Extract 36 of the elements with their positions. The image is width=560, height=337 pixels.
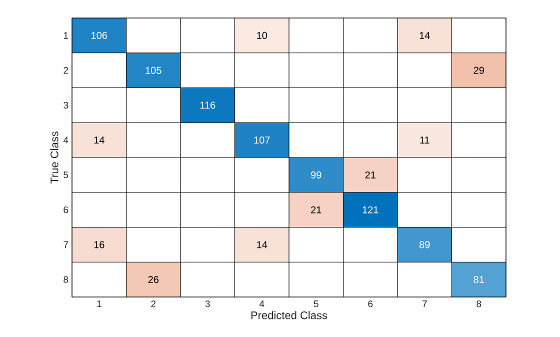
data-label: 29 (474, 66, 484, 74)
x-tick-label: 5 (314, 300, 318, 308)
y-tick-label: 1 (64, 32, 68, 39)
data-label: 105 (146, 66, 162, 74)
x-tick-label: 8 (476, 300, 482, 308)
x-axis-title: Predicted Class (251, 311, 328, 320)
x-tick-label: 2 (151, 300, 156, 308)
data-label: 107 (254, 136, 270, 144)
x-tick-label: 3 (205, 300, 210, 308)
data-label: 116 (200, 102, 216, 109)
data-label: 106 (92, 32, 108, 39)
y-tick-label: 5 (64, 172, 68, 178)
data-label: 11 (420, 136, 430, 144)
y-tick-label: 2 (64, 67, 68, 74)
x-tick-label: 6 (368, 300, 373, 308)
y-tick-label: 6 (64, 206, 68, 214)
data-label: 14 (420, 32, 430, 39)
data-label: 14 (94, 136, 104, 144)
x-tick-label: 4 (259, 300, 264, 308)
y-axis-title: True Class (50, 132, 58, 184)
data-label: 14 (257, 241, 268, 248)
data-label: 99 (311, 171, 322, 178)
data-label: 21 (365, 171, 376, 178)
data-label: 81 (474, 276, 484, 284)
x-tick-label: 1 (97, 300, 102, 308)
x-tick-label: 7 (422, 300, 427, 308)
y-tick-label: 3 (64, 102, 68, 109)
data-label: 10 (257, 32, 268, 39)
y-tick-label: 4 (63, 136, 68, 144)
data-label: 21 (311, 206, 322, 214)
data-label: 26 (148, 276, 159, 284)
y-tick-label: 7 (64, 241, 68, 248)
y-tick-label: 8 (64, 276, 68, 283)
data-label: 121 (362, 206, 378, 214)
data-label: 16 (94, 241, 104, 248)
data-label: 89 (420, 241, 430, 248)
